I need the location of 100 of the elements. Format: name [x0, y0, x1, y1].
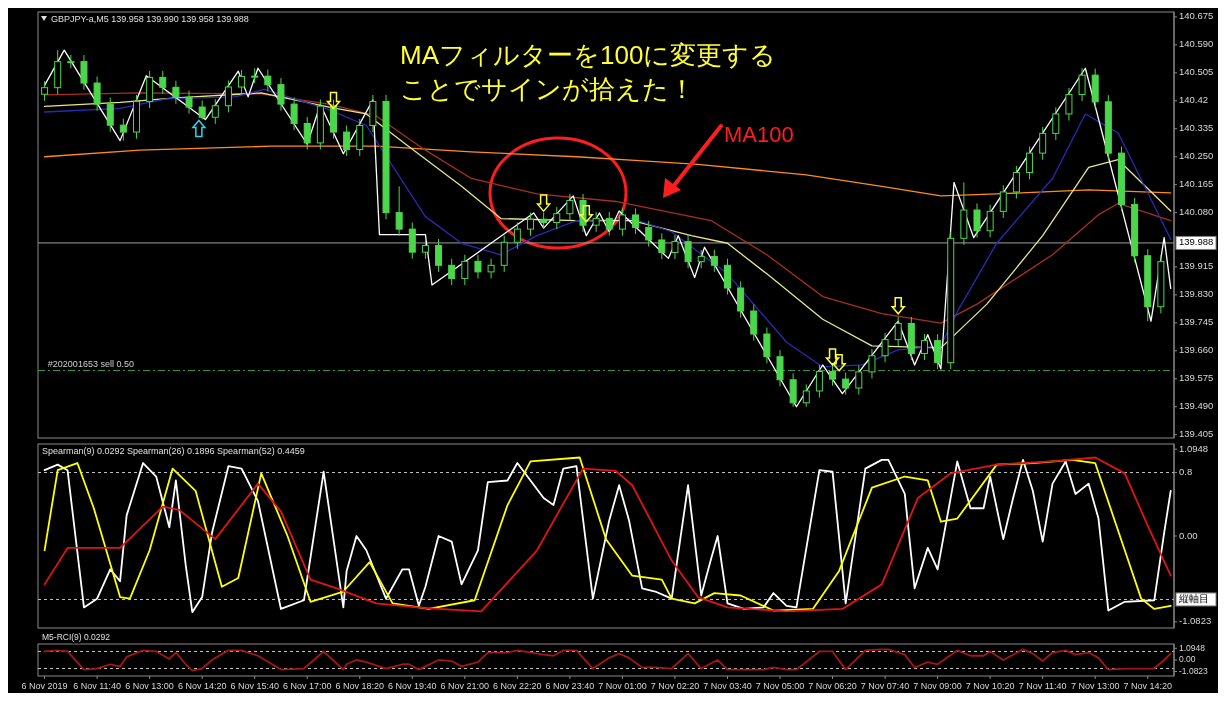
x-tick-label: 7 Nov 13:00 — [1070, 681, 1120, 691]
candlestick — [395, 185, 403, 237]
x-tick-label: 6 Nov 23:40 — [545, 681, 595, 691]
candlestick — [93, 75, 101, 112]
y-tick-label: 0.8 — [1179, 466, 1193, 478]
candlestick — [697, 249, 705, 269]
line-series — [43, 145, 1172, 197]
candlestick — [185, 90, 193, 115]
candlestick — [1039, 126, 1047, 161]
candlestick — [224, 79, 232, 113]
y-tick-label: 139.490 — [1179, 400, 1214, 412]
candlestick — [553, 206, 561, 230]
point — [825, 348, 840, 366]
candlestick — [868, 348, 876, 379]
candlestick — [1065, 87, 1073, 122]
x-tick-label: 7 Nov 05:00 — [755, 681, 805, 691]
candlestick — [815, 364, 823, 399]
x-tick-label: 7 Nov 10:20 — [965, 681, 1015, 691]
x-tick-label: 7 Nov 07:40 — [860, 681, 910, 691]
candlestick — [894, 316, 902, 347]
candlestick — [1052, 106, 1060, 141]
x-tick-label: 6 Nov 2019 — [21, 681, 68, 691]
candlestick — [737, 280, 745, 319]
y-tick-label: 140.165 — [1179, 178, 1214, 190]
candlestick — [80, 54, 88, 91]
chart-title: M5-RCI(9) 0.0292 — [42, 632, 111, 642]
y-tick-label: -1.0823 — [1179, 615, 1212, 627]
candlestick — [618, 207, 626, 237]
candlestick — [461, 254, 469, 286]
point — [536, 194, 551, 212]
candlestick — [106, 97, 114, 133]
x-tick-label: 7 Nov 03:40 — [703, 681, 752, 691]
y-tick-label: 0.00 — [1179, 529, 1198, 541]
x-tick-label: 6 Nov 13:00 — [125, 681, 174, 691]
candlestick — [303, 116, 311, 150]
x-tick-label: 6 Nov 18:20 — [335, 681, 385, 691]
candlestick — [343, 124, 351, 157]
annotation: ことでサインが拾えた！ — [400, 74, 695, 104]
candlestick — [408, 222, 416, 260]
candlestick — [421, 238, 429, 260]
candlestick — [1078, 67, 1086, 102]
y-tick-label: 140.590 — [1179, 38, 1214, 50]
x-tick-label: 7 Nov 11:40 — [1018, 681, 1067, 691]
y-tick-label: 139.405 — [1179, 428, 1214, 440]
annotation: #202001653 sell 0.50 — [47, 358, 134, 369]
x-tick-label: 6 Nov 15:40 — [230, 681, 279, 691]
y-tick-label: 140.42 — [1179, 94, 1209, 106]
x-tick-label: 6 Nov 17:00 — [282, 681, 332, 691]
candlestick — [290, 97, 298, 131]
candlestick — [973, 202, 981, 238]
y-tick-label: 139.575 — [1179, 372, 1214, 384]
y-tick-label: 1.0948 — [1179, 442, 1209, 454]
point — [891, 297, 905, 315]
y-tick-label: 140.675 — [1179, 10, 1214, 22]
ref-line-label: 139.988 — [1179, 236, 1214, 248]
candlestick — [684, 234, 692, 269]
candlestick — [934, 333, 942, 370]
y-tick-label: 139.660 — [1179, 344, 1214, 356]
candlestick — [159, 70, 167, 95]
point — [326, 91, 341, 110]
candlestick — [802, 383, 810, 408]
candlestick — [632, 207, 640, 235]
line-series — [43, 648, 1172, 672]
y-tick-label: -1.0823 — [1179, 665, 1209, 676]
x-tick-label: 7 Nov 01:00 — [598, 681, 647, 691]
candlestick — [842, 372, 850, 396]
candlestick — [1012, 165, 1020, 200]
x-tick-label: 7 Nov 06:20 — [808, 681, 857, 691]
y-tick-label: 139.745 — [1179, 316, 1214, 328]
y-tick-label: 140.505 — [1179, 66, 1214, 78]
y-tick-label: 140.250 — [1179, 150, 1214, 162]
y-tick-label: 139.830 — [1179, 288, 1214, 300]
candlestick — [710, 249, 718, 273]
candlestick — [986, 204, 994, 238]
candlestick — [855, 364, 863, 396]
candlestick — [500, 235, 508, 273]
candlestick — [645, 220, 653, 248]
candlestick — [881, 332, 889, 363]
candlestick — [513, 222, 521, 250]
candlestick — [829, 364, 837, 387]
point — [192, 119, 206, 138]
x-tick-label: 6 Nov 14:20 — [177, 681, 227, 691]
candlestick — [474, 254, 482, 279]
candlestick — [435, 238, 443, 273]
y-tick-label: 139.915 — [1179, 260, 1214, 272]
candlestick — [789, 372, 797, 408]
candlestick — [198, 99, 206, 121]
candlestick — [566, 193, 574, 221]
x-tick-label: 7 Nov 02:20 — [650, 681, 700, 691]
candlestick — [605, 211, 613, 237]
candlestick — [723, 258, 731, 296]
candlestick — [750, 303, 758, 342]
candlestick — [264, 69, 272, 92]
y-tick-label: 140.335 — [1179, 122, 1214, 134]
y-tick-label: 0.00 — [1179, 654, 1196, 665]
candlestick — [41, 80, 49, 102]
candlestick — [999, 184, 1007, 219]
candlestick — [920, 333, 928, 361]
candlestick — [526, 212, 534, 237]
ref-line-label: 縦軸目 — [1178, 592, 1209, 604]
